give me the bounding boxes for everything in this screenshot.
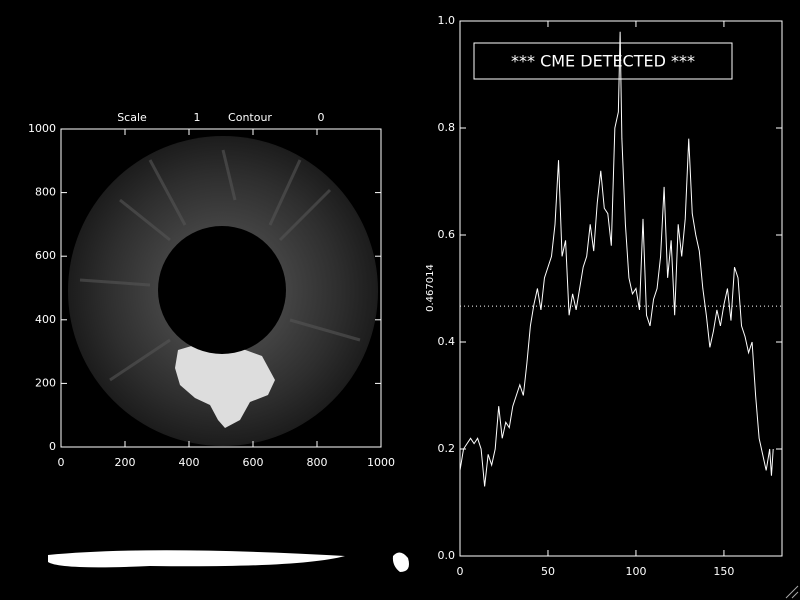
title-item: 0 <box>318 111 325 124</box>
x-tick-label: 0 <box>58 456 65 469</box>
x-tick-label: 150 <box>713 565 734 578</box>
title-item: 1 <box>194 111 201 124</box>
x-tick-label: 100 <box>625 565 646 578</box>
blob <box>48 550 345 568</box>
annotation-box <box>473 42 733 80</box>
x-tick-label: 200 <box>115 456 136 469</box>
x-tick-label: 600 <box>243 456 264 469</box>
y-axis-label: 0.467014 <box>425 264 436 312</box>
data-line <box>459 31 774 487</box>
annotation: *** CME DETECTED *** <box>511 52 695 71</box>
resize-handle[interactable] <box>785 585 799 599</box>
y-tick-label: 0.6 <box>438 228 456 241</box>
y-tick-label: 600 <box>35 249 56 262</box>
plot-frame <box>459 20 783 557</box>
y-tick-label: 0.0 <box>438 549 456 562</box>
y-tick-label: 1.0 <box>438 14 456 27</box>
y-tick-label: 0 <box>49 440 56 453</box>
y-tick-label: 0.2 <box>438 442 456 455</box>
y-tick-label: 0.8 <box>438 121 456 134</box>
y-tick-label: 400 <box>35 313 56 326</box>
x-tick-label: 0 <box>457 565 464 578</box>
y-tick-label: 200 <box>35 376 56 389</box>
x-tick-label: 50 <box>541 565 555 578</box>
title-item: Contour <box>228 111 272 124</box>
coronagraph-image <box>68 136 378 446</box>
x-tick-label: 1000 <box>367 456 395 469</box>
y-tick-label: 1000 <box>28 122 56 135</box>
x-tick-label: 800 <box>307 456 328 469</box>
title-item: Scale <box>117 111 147 124</box>
y-tick-label: 800 <box>35 186 56 199</box>
y-tick-label: 0.4 <box>438 335 456 348</box>
blob <box>392 552 409 572</box>
plot-frame <box>60 128 382 448</box>
x-tick-label: 400 <box>179 456 200 469</box>
